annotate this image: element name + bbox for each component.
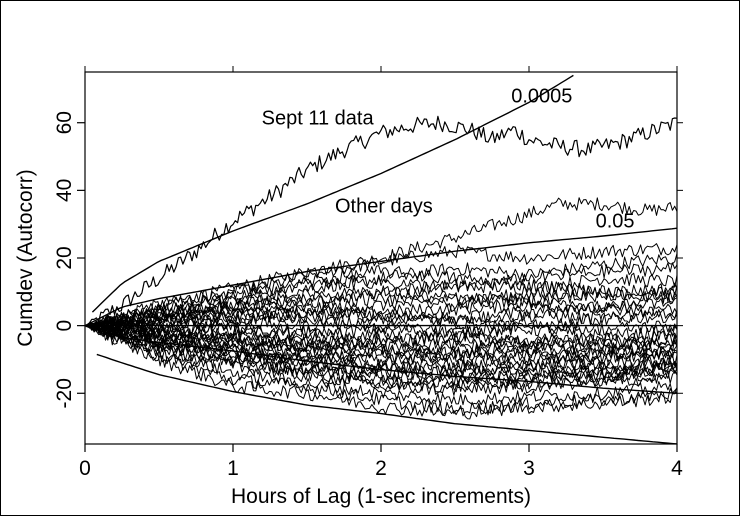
series-line-other-16 [85,324,677,373]
annotation-1: 0.0005 [511,85,572,107]
annotation-2: Other days [335,195,433,217]
y-tick-label-3: 40 [53,179,76,202]
series-line-other-31 [85,303,677,338]
annotation-0: Sept 11 data [262,107,375,129]
axis-layer: 0 1 2 3 4 -20 0 20 40 60 [53,66,683,480]
series-line-other-38 [85,324,677,367]
series-line-envelope-2 [85,227,677,327]
series-line-other-29 [85,323,677,396]
series-line-other-21 [85,325,677,420]
y-tick-label-1: 0 [53,320,76,332]
x-tick-label-1: 1 [227,457,239,480]
series-line-other-36 [85,284,677,330]
series-line-other-6 [85,197,677,327]
y-tick-label-0: -20 [53,378,76,408]
y-axis-label: Cumdev (Autocorr) [14,169,37,346]
y-tick-label-2: 20 [53,246,76,269]
series-line-other-18 [85,325,677,393]
y-tick-label-4: 60 [53,111,76,134]
data-layer [85,74,677,444]
series-line-other-30 [85,289,677,329]
series-line-other-34 [85,325,677,381]
series-line-other-12 [85,309,677,336]
x-tick-label-3: 3 [523,457,535,480]
series-line-other-22 [85,265,677,327]
series-line-other-19 [85,325,677,406]
x-tick-label-2: 2 [375,457,387,480]
series-line-sept11-0 [85,115,677,327]
x-axis-label: Hours of Lag (1-sec increments) [231,485,531,508]
series-line-other-23 [85,286,677,328]
annotation-3: 0.05 [596,211,635,233]
x-tick-label-4: 4 [671,457,683,480]
series-line-other-35 [85,262,677,327]
series-line-other-33 [85,323,677,368]
series-line-other-37 [85,322,677,353]
series-line-envelope-4 [96,353,677,444]
series-line-other-13 [85,322,677,342]
series-line-other-39 [85,325,677,388]
series-line-envelope-1 [91,74,574,313]
series-line-other-24 [85,306,677,336]
x-tick-label-0: 0 [79,457,91,480]
annotation-layer: Sept 11 data 0.0005 Other days 0.05 [262,85,635,232]
